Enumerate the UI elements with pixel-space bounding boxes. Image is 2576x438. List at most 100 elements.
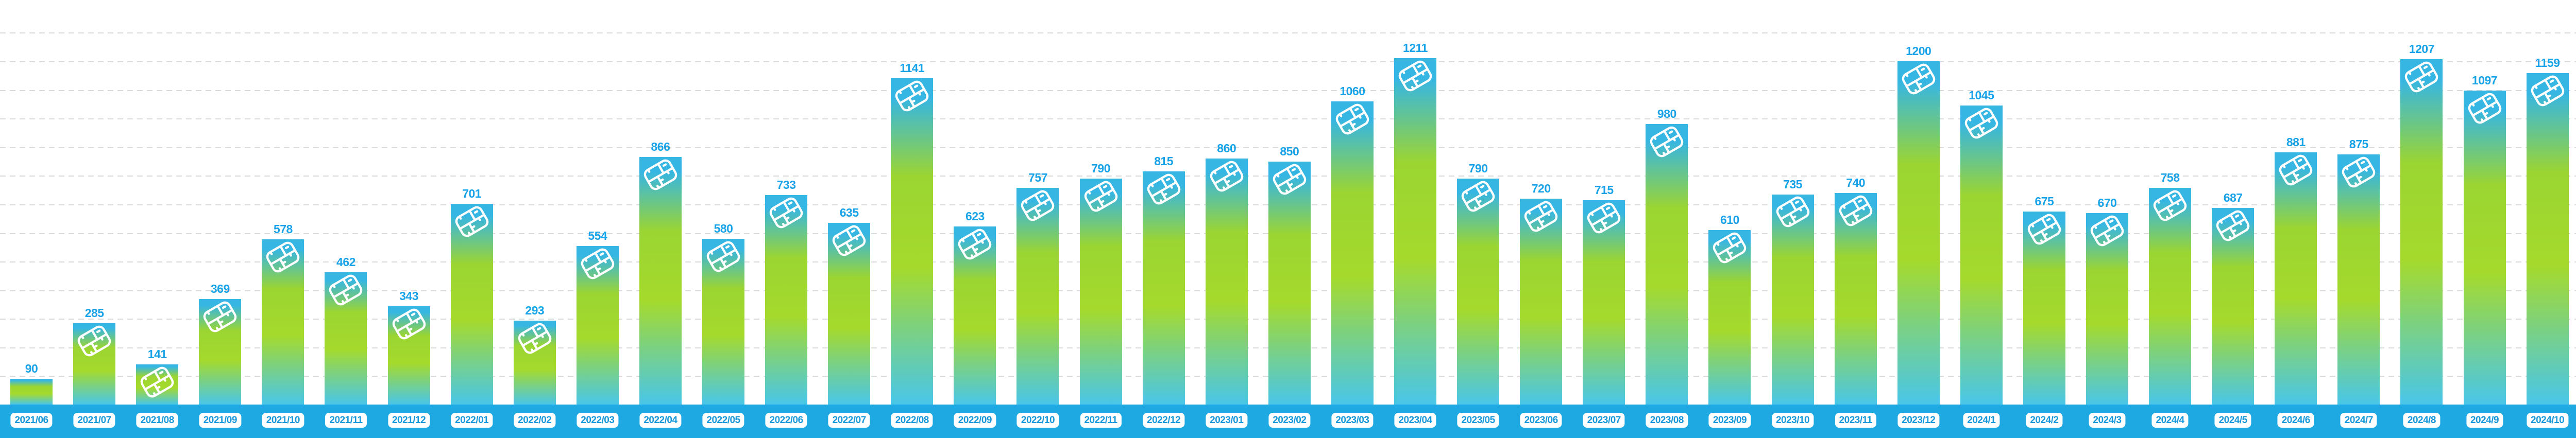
bar-value-label: 740: [1846, 176, 1866, 189]
x-axis-label: 2023/05: [1457, 413, 1499, 428]
bar: [639, 156, 682, 405]
bar-value-label: 687: [2223, 191, 2243, 205]
x-axis-label: 2022/11: [1080, 413, 1122, 428]
x-axis-label: 2024/8: [2403, 413, 2440, 428]
bar-value-label: 1097: [2471, 74, 2498, 87]
x-axis-label: 2023/09: [1708, 413, 1751, 428]
bar: [262, 239, 304, 405]
bar-value-label: 1207: [2409, 42, 2435, 56]
bar: [1079, 178, 1122, 405]
bar: [325, 272, 367, 405]
bar: [1520, 198, 1563, 405]
bar-value-label: 1045: [1969, 89, 1994, 102]
x-axis-label: 2021/06: [10, 413, 53, 428]
bar-value-label: 578: [273, 222, 293, 236]
x-axis-label: 2022/09: [954, 413, 996, 428]
x-axis-label: 2023/07: [1583, 413, 1625, 428]
gridline: [0, 147, 2576, 148]
x-axis-label: 2024/10: [2527, 413, 2569, 428]
bar: [199, 299, 242, 405]
bar: [1268, 161, 1311, 405]
x-axis-label: 2023/01: [1206, 413, 1248, 428]
gridline: [0, 118, 2576, 120]
x-axis-label: 2022/03: [577, 413, 619, 428]
bar: [954, 226, 996, 405]
bar: [2275, 152, 2317, 405]
bar: [1960, 106, 2003, 405]
x-axis-label: 2023/06: [1520, 413, 1562, 428]
bar: [1457, 178, 1500, 405]
x-axis-label: 2024/3: [2089, 413, 2126, 428]
bar: [136, 364, 179, 405]
x-axis-label: 2024/2: [2026, 413, 2063, 428]
x-axis-label: 2023/04: [1394, 413, 1436, 428]
x-axis-label: 2021/09: [199, 413, 241, 428]
bar-value-label: 790: [1468, 161, 1488, 175]
x-axis-label: 2021/08: [136, 413, 178, 428]
bar-value-label: 850: [1280, 144, 1299, 158]
gridline: [0, 32, 2576, 34]
bar: [1834, 192, 1877, 405]
bar: [2526, 73, 2569, 405]
bar-value-label: 285: [84, 306, 104, 320]
bar: [1331, 101, 1374, 405]
x-axis-label: 2021/12: [387, 413, 430, 428]
bar-value-label: 875: [2349, 137, 2368, 151]
bar: [1708, 230, 1751, 405]
bar-value-label: 369: [210, 282, 230, 295]
x-axis-label: 2022/06: [765, 413, 807, 428]
bar-value-label: 866: [651, 139, 670, 153]
bar-value-label: 1211: [1403, 41, 1428, 55]
bar-value-label: 701: [462, 187, 482, 201]
bar: [2463, 91, 2506, 405]
x-axis-label: 2024/1: [1963, 413, 2000, 428]
x-axis-label: 2023/11: [1835, 413, 1876, 428]
gridline: [0, 90, 2576, 91]
bar-value-label: 758: [2160, 170, 2180, 184]
bar-value-label: 580: [714, 221, 733, 235]
bar: [1583, 200, 1625, 405]
bar-value-label: 610: [1720, 213, 1739, 226]
bar: [576, 246, 619, 405]
bar-value-label: 554: [588, 229, 607, 243]
bar-value-label: 735: [1783, 177, 1802, 191]
bar-value-label: 90: [25, 361, 38, 375]
bar-value-label: 293: [525, 304, 545, 318]
x-axis-label: 2023/08: [1646, 413, 1688, 428]
bar-value-label: 675: [2035, 194, 2054, 208]
bar: [2023, 211, 2065, 405]
bar: [765, 195, 808, 405]
bar-value-label: 757: [1028, 171, 1047, 185]
x-axis-label: 2023/02: [1268, 413, 1311, 428]
bar: [2400, 59, 2443, 405]
bar-value-label: 860: [1217, 142, 1236, 155]
bar-value-label: 1200: [1906, 44, 1931, 58]
bar-value-label: 635: [839, 206, 859, 220]
x-axis-label: 2021/10: [262, 413, 304, 428]
x-axis-label: 2023/10: [1771, 413, 1814, 428]
bar: [1897, 61, 1940, 405]
bar: [1394, 58, 1436, 405]
x-axis-label: 2021/11: [325, 413, 367, 428]
bar: [1205, 159, 1248, 405]
bar: [891, 78, 934, 405]
x-axis-label: 2023/12: [1897, 413, 1940, 428]
bar-value-label: 1141: [900, 61, 925, 75]
bar: [450, 204, 493, 405]
bar: [1646, 124, 1688, 405]
x-axis-label: 2022/07: [828, 413, 870, 428]
bar-value-label: 1060: [1340, 84, 1365, 98]
bar: [513, 321, 556, 405]
x-axis-label: 2024/9: [2466, 413, 2503, 428]
bar: [10, 378, 53, 405]
bar-value-label: 720: [1531, 181, 1551, 195]
x-axis-label: 2022/02: [514, 413, 556, 428]
bar: [1771, 194, 1814, 405]
bar-value-label: 881: [2286, 135, 2306, 149]
bar-value-label: 623: [965, 209, 985, 223]
bar-value-label: 715: [1594, 183, 1614, 197]
x-axis-label: 2024/6: [2277, 413, 2314, 428]
x-axis-label: 2022/05: [702, 413, 744, 428]
bar-value-label: 980: [1657, 107, 1676, 121]
